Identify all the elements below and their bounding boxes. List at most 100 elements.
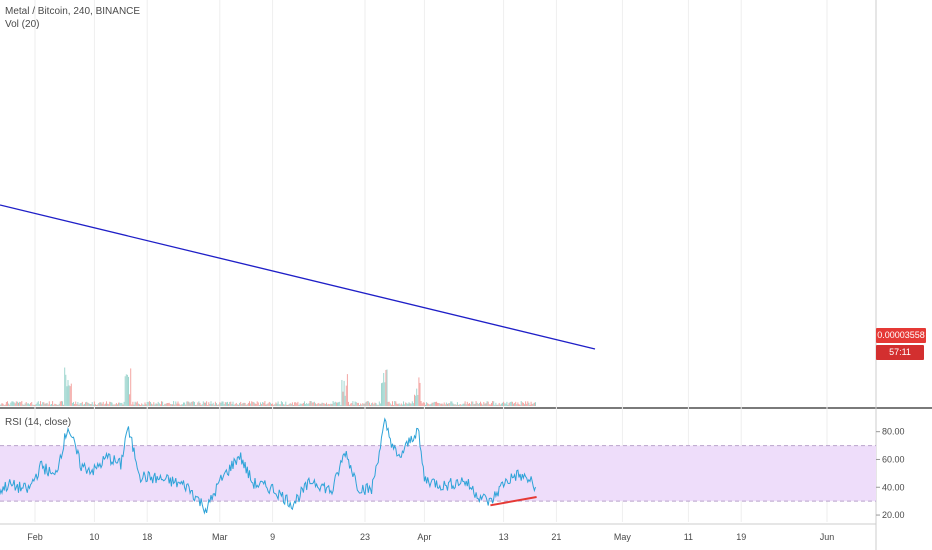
volume-bar	[519, 404, 521, 406]
volume-bar	[153, 402, 155, 406]
volume-bar	[250, 403, 252, 406]
volume-bar	[90, 404, 92, 406]
volume-bar	[263, 402, 265, 406]
volume-bar	[142, 404, 144, 406]
volume-bar	[172, 404, 173, 406]
volume-bar	[290, 403, 292, 406]
volume-bar	[448, 403, 450, 406]
volume-bar	[223, 404, 225, 406]
volume-bar	[24, 403, 26, 406]
volume-bar	[509, 402, 511, 406]
volume-bar	[137, 403, 139, 406]
volume-bar	[422, 402, 424, 406]
volume-bar	[69, 386, 71, 406]
volume-bar	[388, 401, 390, 406]
volume-bar	[222, 401, 224, 406]
volume-bar	[426, 402, 428, 406]
volume-bar	[192, 401, 194, 406]
volume-bar	[478, 403, 480, 406]
volume-bar	[76, 404, 78, 406]
volume-bar	[109, 401, 111, 406]
volume-bar	[304, 401, 305, 406]
volume-bar	[12, 401, 14, 406]
volume-bar	[150, 401, 151, 406]
volume-bar	[236, 404, 238, 406]
volume-bar	[374, 402, 376, 406]
volume-bar	[75, 401, 77, 406]
volume-bar	[22, 404, 24, 406]
volume-bar	[157, 401, 159, 406]
volume-bar	[473, 404, 475, 406]
volume-bar	[73, 402, 74, 406]
volume-bar	[104, 403, 106, 406]
volume-bar	[154, 404, 156, 406]
volume-bar	[416, 388, 418, 406]
volume-bar	[384, 382, 386, 406]
volume-bar	[474, 403, 476, 406]
volume-bar	[355, 402, 357, 406]
volume-bar	[513, 403, 514, 406]
volume-bar	[327, 404, 329, 406]
volume-bar	[500, 403, 502, 406]
volume-bar	[528, 402, 530, 406]
rsi-band	[0, 445, 876, 502]
volume-bar	[136, 401, 138, 406]
volume-bar	[19, 401, 21, 406]
volume-bar	[350, 403, 352, 406]
volume-bar	[375, 403, 377, 406]
volume-bar	[220, 402, 222, 406]
volume-bar	[433, 401, 435, 406]
volume-bar	[496, 404, 498, 406]
volume-bar	[495, 402, 497, 406]
volume-bar	[246, 404, 248, 406]
volume-bar	[533, 402, 535, 406]
volume-bar	[145, 404, 147, 406]
volume-bar	[354, 401, 356, 406]
volume-bar	[437, 402, 439, 406]
volume-bar	[256, 401, 258, 406]
volume-bar	[164, 403, 166, 406]
volume-bar	[332, 401, 334, 406]
volume-bar	[100, 402, 102, 406]
volume-bar	[299, 403, 301, 406]
volume-bar	[65, 374, 67, 406]
volume-bar	[211, 404, 213, 406]
volume-bar	[141, 403, 143, 406]
volume-bar	[70, 383, 72, 406]
volume-bar	[367, 401, 369, 406]
volume-bar	[525, 401, 527, 406]
volume-bar	[532, 403, 534, 406]
volume-bar	[86, 401, 88, 406]
volume-bar	[131, 404, 133, 406]
volume-bar	[396, 403, 398, 406]
volume-bar	[471, 401, 473, 406]
volume-bar	[60, 401, 62, 406]
volume-bar	[401, 404, 403, 406]
volume-bar	[393, 404, 395, 406]
volume-bar	[229, 401, 231, 406]
volume-bar	[507, 404, 509, 406]
volume-bar	[91, 402, 93, 406]
volume-bar	[361, 404, 363, 406]
volume-bar	[443, 402, 445, 406]
volume-bar	[527, 401, 529, 406]
volume-bar	[44, 403, 46, 406]
volume-bar	[430, 403, 432, 406]
x-tick-label: 13	[499, 532, 509, 542]
volume-bar	[5, 401, 7, 406]
volume-bar	[173, 401, 175, 406]
volume-bar	[379, 403, 381, 406]
volume-bar	[337, 402, 338, 406]
volume-bar	[429, 404, 431, 406]
volume-bar	[159, 404, 161, 406]
volume-bar	[399, 404, 401, 406]
volume-bar	[345, 385, 347, 406]
volume-bar	[293, 404, 294, 406]
volume-bar	[483, 402, 485, 406]
volume-bar	[195, 404, 197, 406]
volume-bar	[30, 402, 32, 406]
volume-bar	[241, 404, 243, 406]
volume-bar	[463, 403, 465, 406]
volume-bar	[419, 382, 421, 406]
